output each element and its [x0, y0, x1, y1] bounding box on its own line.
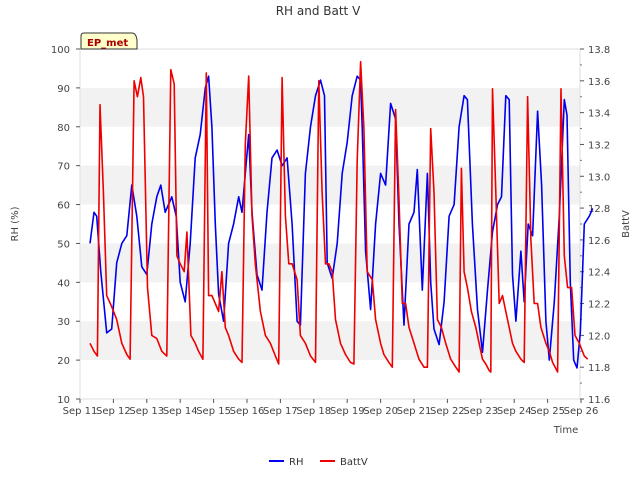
y2-tick-label: 13.4	[588, 109, 610, 120]
y-tick-label: 10	[57, 395, 70, 406]
x-tick-label: Sep 14	[163, 406, 198, 417]
series-line-rh	[89, 75, 594, 369]
chart-title: RH and Batt V	[276, 4, 361, 18]
x-tick-label: Sep 24	[497, 406, 532, 417]
y-tick-label: 90	[57, 84, 70, 95]
right-y-axis: 11.6 11.8 12.0 12.2 12.4 12.6 12.8 13.0 13.2 13.4…	[580, 45, 610, 406]
x-tick-label: Sep 21	[397, 406, 432, 417]
y2-tick-label: 13.6	[588, 77, 610, 88]
grid-band	[80, 165, 580, 205]
y2-tick-label: 12.8	[588, 204, 610, 215]
y2-tick-label: 13.2	[588, 140, 610, 151]
x-tick-label: Sep 19	[330, 406, 365, 417]
x-tick-label: Sep 13	[129, 406, 164, 417]
grid-bands	[80, 87, 580, 361]
y2-tick-label: 12.4	[588, 268, 610, 279]
x-tick-label: Sep 15	[196, 406, 231, 417]
x-tick-label: Sep 26	[564, 406, 599, 417]
badge-shape	[80, 32, 138, 50]
y2-tick-label: 12.2	[588, 300, 610, 311]
left-y-axis: 10 20 30 40 50 60 70 80 90 100	[51, 45, 80, 406]
y-tick-label: 60	[57, 201, 70, 212]
y-tick-label: 100	[51, 45, 70, 56]
x-tick-label: Sep 20	[363, 406, 398, 417]
grid-band	[80, 243, 580, 283]
y2-axis-title: BattV	[621, 210, 632, 238]
legend-battv-label: BattV	[340, 457, 368, 468]
x-tick-label: Sep 11	[63, 406, 98, 417]
grid-band	[80, 321, 580, 361]
legend: RH BattV	[269, 457, 368, 468]
y-tick-label: 80	[57, 123, 70, 134]
legend-rh-label: RH	[289, 457, 303, 468]
y-axis-title: RH (%)	[10, 206, 21, 241]
y-tick-label: 20	[57, 356, 70, 367]
x-tick-label: Sep 12	[96, 406, 131, 417]
x-tick-label: Sep 16	[230, 406, 265, 417]
y2-tick-label: 12.0	[588, 331, 610, 342]
ep-met-badge: EP_met	[80, 32, 138, 50]
x-tick-label: Sep 25	[530, 406, 565, 417]
y2-tick-label: 12.6	[588, 236, 610, 247]
y-tick-label: 70	[57, 162, 70, 173]
x-tick-label: Sep 18	[296, 406, 331, 417]
grid-band	[80, 87, 580, 127]
y2-tick-label: 13.8	[588, 45, 610, 56]
series-line-battv	[89, 60, 589, 373]
y-tick-label: 30	[57, 317, 70, 328]
y-tick-label: 50	[57, 239, 70, 250]
x-axis-title: Time	[553, 425, 578, 436]
y-tick-label: 40	[57, 278, 70, 289]
x-tick-label: Sep 22	[430, 406, 465, 417]
y2-tick-label: 13.0	[588, 172, 610, 183]
x-tick-label: Sep 17	[263, 406, 298, 417]
y2-tick-label: 11.8	[588, 363, 610, 374]
badge-label: EP_met	[87, 38, 128, 49]
series-lines	[89, 60, 594, 373]
x-tick-label: Sep 23	[463, 406, 498, 417]
y2-tick-label: 11.6	[588, 395, 610, 406]
